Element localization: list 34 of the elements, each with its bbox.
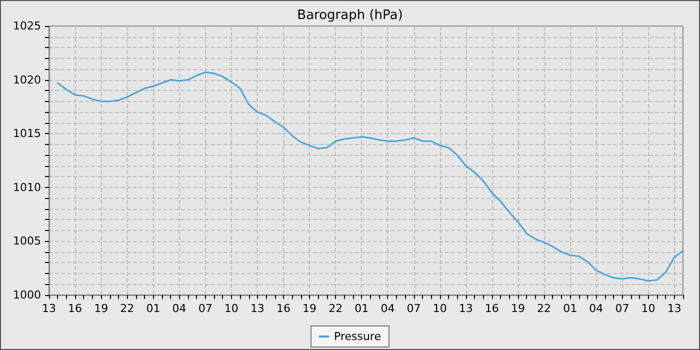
x-tick-label: 10	[224, 302, 238, 315]
x-tick-label: 04	[172, 302, 186, 315]
x-tick-label: 16	[276, 302, 290, 315]
line-series	[56, 72, 684, 282]
x-tick-label: 22	[328, 302, 343, 315]
y-tick-label: 1025	[13, 20, 41, 32]
x-tick-label: 19	[302, 302, 317, 315]
y-tick-label: 1005	[13, 234, 41, 248]
x-tick-label: 22	[537, 302, 552, 315]
legend-label: Pressure	[334, 330, 382, 343]
chart-title: Barograph (hPa)	[297, 8, 403, 23]
y-tick-label: 1015	[13, 127, 41, 140]
x-tick-label: 07	[615, 302, 630, 315]
x-tick-label: 19	[94, 302, 108, 315]
x-tick-label: 07	[406, 302, 421, 315]
x-tick-label: 13	[667, 302, 682, 315]
x-tick-label: 04	[380, 302, 395, 315]
y-tick-label: 1000	[13, 288, 41, 302]
x-tick-label: 07	[198, 302, 212, 315]
x-tick-label: 13	[42, 302, 56, 315]
x-tick-label: 13	[250, 302, 264, 315]
x-tick-label: 19	[510, 302, 525, 315]
x-tick-label: 01	[354, 302, 369, 315]
x-tick-label: 22	[120, 302, 134, 315]
x-tick-label: 16	[68, 302, 82, 315]
y-tick-label: 1020	[13, 73, 41, 86]
x-tick-label: 01	[146, 302, 160, 315]
y-tick-label: 1010	[13, 180, 41, 194]
x-tick-label: 04	[589, 302, 604, 315]
x-tick-label: 10	[432, 302, 447, 315]
x-tick-label: 13	[458, 302, 473, 315]
x-tick-label: 10	[641, 302, 656, 315]
x-tick-label: 16	[484, 302, 499, 315]
x-tick-label: 01	[563, 302, 578, 315]
